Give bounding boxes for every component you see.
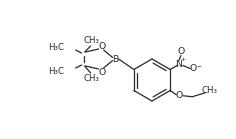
Text: CH₃: CH₃ (84, 35, 100, 44)
Text: O: O (177, 47, 185, 56)
Text: H₃C: H₃C (48, 66, 64, 75)
Text: O: O (98, 68, 105, 76)
Text: H₃C: H₃C (48, 43, 64, 52)
Text: +: + (180, 57, 185, 62)
Text: O: O (98, 42, 105, 50)
Text: N: N (176, 60, 182, 69)
Text: −: − (197, 63, 201, 68)
Text: CH₃: CH₃ (84, 74, 100, 83)
Text: O: O (176, 91, 183, 100)
Text: O: O (189, 64, 197, 73)
Text: CH₃: CH₃ (201, 86, 217, 95)
Text: B: B (113, 54, 119, 64)
